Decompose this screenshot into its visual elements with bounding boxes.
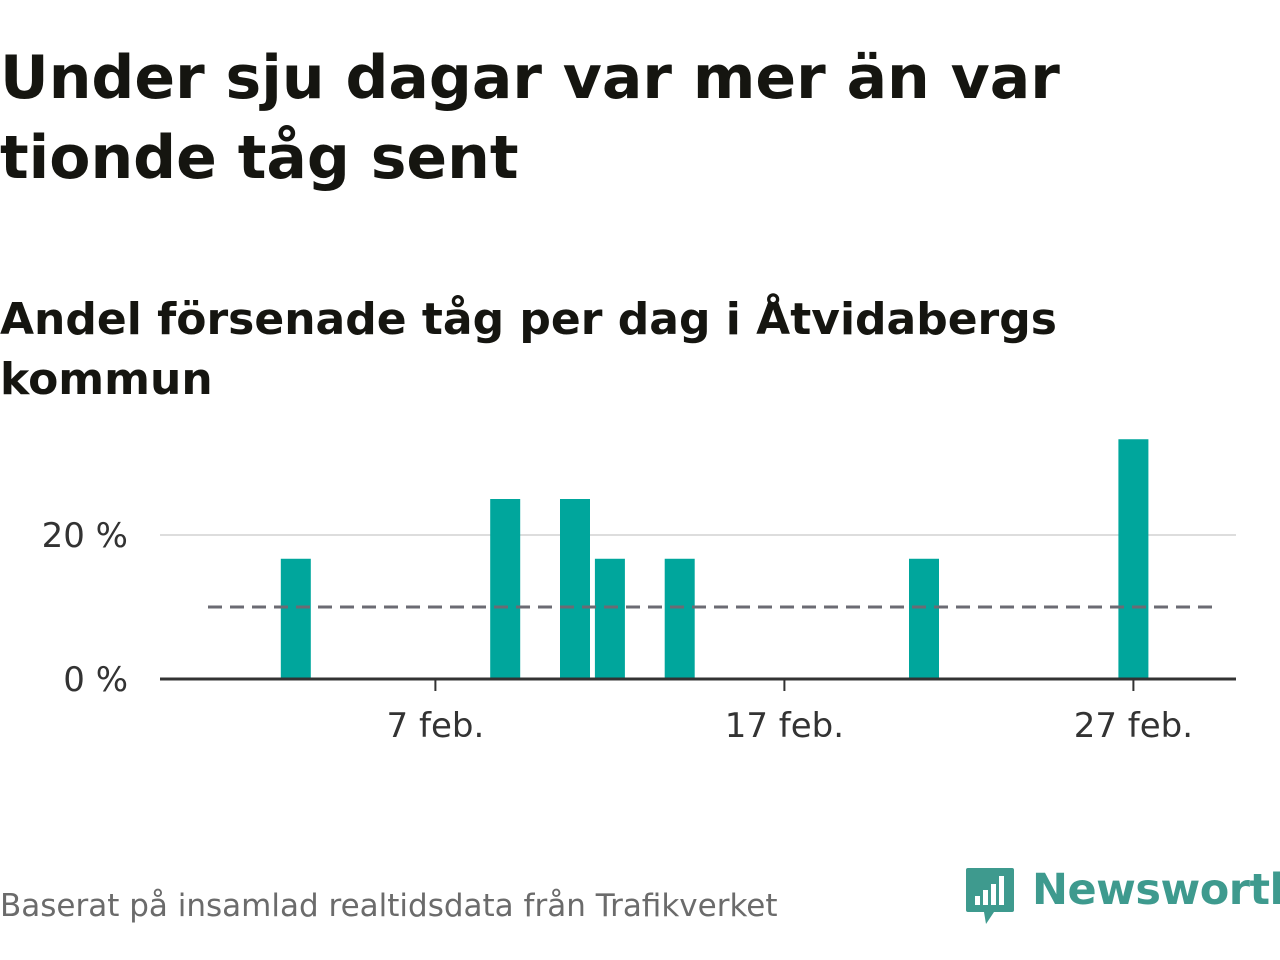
y-tick-label: 20 % [42, 516, 128, 556]
x-tick-label: 27 feb. [1074, 706, 1193, 746]
bars [280, 439, 1149, 679]
bar [594, 558, 625, 679]
source-note: Baserat på insamlad realtidsdata från Tr… [0, 888, 778, 924]
y-tick-label: 0 % [63, 660, 128, 700]
x-tick-label: 7 feb. [387, 706, 485, 746]
bar-chart-speech-bubble-icon [966, 868, 1014, 924]
x-axis-labels: 7 feb. 17 feb. 27 feb. [387, 706, 1194, 746]
bar [560, 499, 590, 679]
bar-chart: 0 % 20 % 7 feb. 17 feb. 27 feb. [42, 439, 1236, 746]
chart-title: Under sju dagar var mer än var tionde tå… [0, 43, 1060, 193]
newsworthy-logo: Newsworthy [964, 864, 1280, 928]
logo-text: Newsworthy [1032, 865, 1280, 915]
bar [280, 558, 311, 679]
y-axis-labels: 0 % 20 % [42, 516, 128, 700]
x-axis [160, 677, 1236, 691]
bar [1118, 439, 1149, 679]
bar [664, 558, 695, 679]
chart-subtitle: Andel försenade tåg per dag i Åtvidaberg… [0, 294, 1057, 405]
x-tick-label: 17 feb. [725, 706, 844, 746]
bar [490, 499, 521, 679]
bar [909, 558, 939, 679]
